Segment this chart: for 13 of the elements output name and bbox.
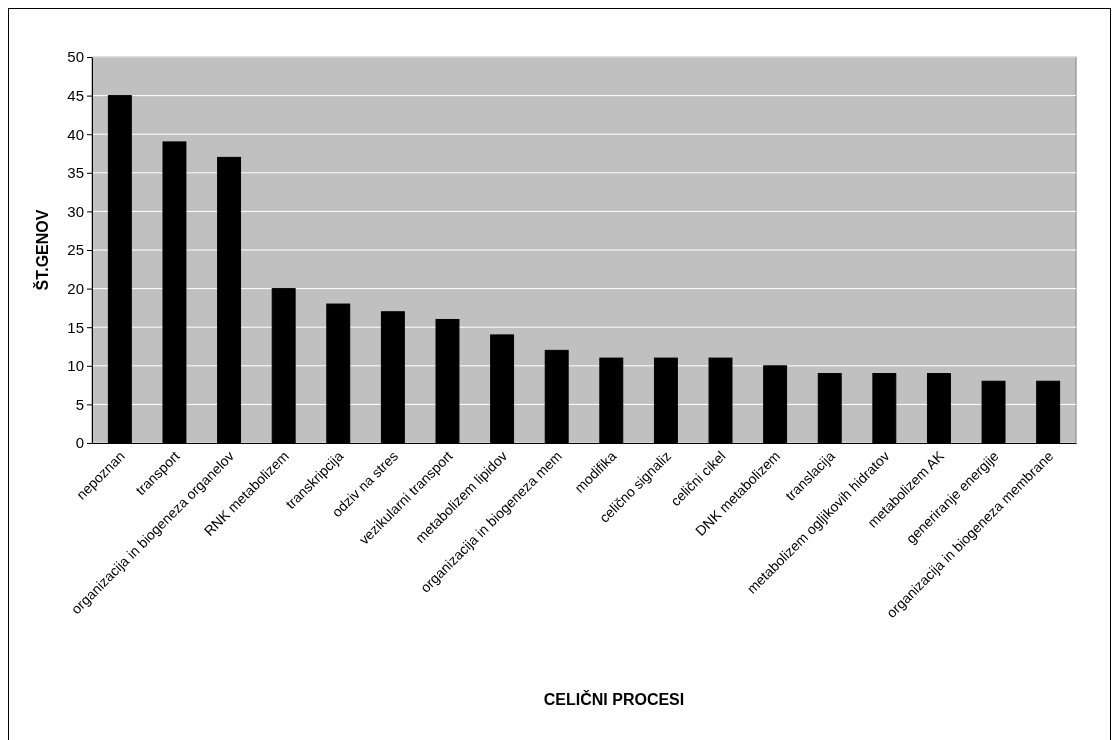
y-tick-label: 30	[67, 202, 84, 220]
y-tick-label: 20	[67, 279, 84, 297]
y-tick-label: 45	[67, 86, 84, 104]
y-tick-label: 15	[67, 318, 84, 336]
y-axis-title: ŠT.GENOV	[33, 209, 51, 291]
x-axis-title: CELIČNI PROCESI	[543, 690, 685, 708]
y-tick-label: 50	[67, 48, 84, 66]
y-tick-label: 35	[67, 164, 84, 182]
y-tick-label: 40	[67, 125, 84, 143]
y-tick-label: 10	[67, 357, 84, 375]
y-tick-label: 5	[75, 395, 84, 413]
y-tick-label: 0	[75, 434, 84, 452]
y-tick-label: 25	[67, 241, 84, 259]
